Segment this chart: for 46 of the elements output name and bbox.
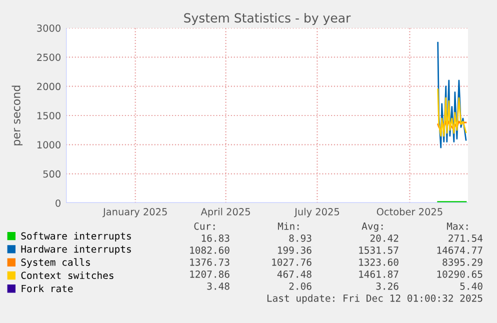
y-tick-label: 0 (56, 199, 60, 207)
x-tick-label: January 2025 (102, 208, 167, 218)
text: Last update: Fri Dec 12 01:00:32 2025 (267, 294, 482, 304)
chart-title: System Statistics - by year (184, 12, 351, 26)
text: 271.54 (448, 234, 483, 242)
y-tick-label: 2500 (37, 54, 60, 61)
x-tick-label: April 2025 (200, 208, 250, 218)
x-tick-label: October 2025 (376, 208, 442, 216)
text: 1531.57 (359, 246, 398, 254)
y-tick-label: 3000 (37, 24, 60, 32)
line-series (437, 42, 467, 148)
y-axis-title: per second (12, 86, 23, 146)
legend-label: Software interrupts (21, 232, 131, 242)
text: 16.83 (202, 234, 230, 242)
text: 8.93 (289, 234, 312, 242)
text: 1082.60 (190, 246, 230, 254)
y-tick-label: 2000 (37, 82, 60, 90)
text: 3.48 (207, 282, 230, 290)
text: Avg: (362, 222, 383, 232)
text: 5.40 (460, 282, 482, 290)
text: 3.26 (376, 282, 398, 290)
x-tick-label: July 2025 (294, 208, 340, 218)
text: 1376.73 (190, 258, 230, 266)
legend-label: System calls (21, 258, 90, 268)
line-series (437, 120, 467, 131)
y-tick-label: 500 (43, 170, 60, 178)
text: 1461.87 (359, 270, 398, 278)
text: 8395.29 (442, 258, 482, 266)
y-tick-label: 1000 (37, 141, 60, 148)
legend-label: Context switches (21, 272, 114, 280)
line-series (437, 88, 467, 137)
text: 14674.77 (437, 246, 482, 254)
text: 467.48 (277, 270, 312, 278)
text: Cur: (194, 222, 215, 230)
text: 20.42 (370, 234, 398, 242)
text: 199.36 (278, 246, 312, 254)
text: 10290.65 (437, 270, 482, 278)
text: 1207.86 (190, 270, 230, 278)
legend-label: Hardware interrupts (21, 245, 131, 255)
text: 2.06 (289, 282, 312, 290)
text: Max: (446, 222, 468, 230)
legend-label: Fork rate (22, 284, 73, 292)
y-tick-label: 1500 (37, 112, 60, 120)
text: 1323.60 (359, 258, 398, 266)
text: Min: (278, 222, 299, 230)
text: 1027.76 (272, 258, 312, 266)
